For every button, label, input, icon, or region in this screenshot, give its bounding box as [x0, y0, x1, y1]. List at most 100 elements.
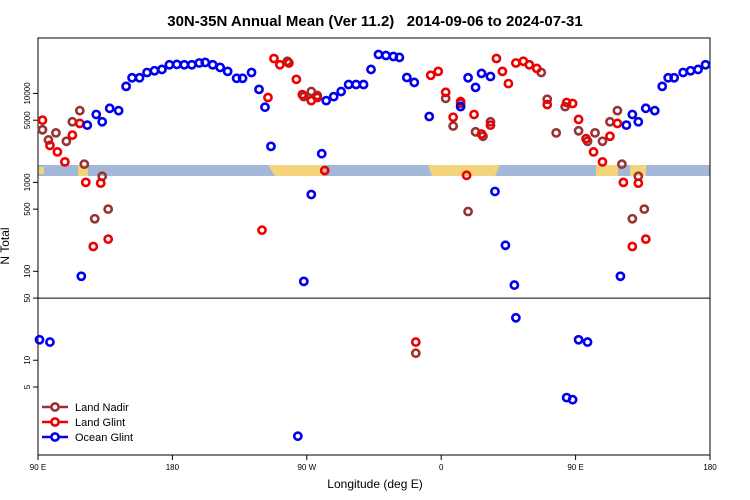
ocean-strip [38, 165, 710, 176]
point [440, 87, 451, 98]
point [490, 186, 500, 197]
point [104, 103, 115, 114]
point [612, 105, 623, 116]
point [283, 58, 294, 68]
point [657, 81, 668, 92]
series [37, 53, 651, 347]
legend-label: Land Glint [75, 417, 125, 429]
point [618, 177, 629, 188]
land-strip [268, 165, 325, 176]
point [260, 102, 270, 113]
point [410, 337, 421, 347]
point [455, 101, 466, 112]
point [59, 156, 70, 167]
point [237, 73, 248, 84]
point [551, 127, 562, 138]
point [246, 67, 257, 78]
x-tick-label: 180 [166, 463, 180, 472]
point [476, 129, 487, 139]
y-tick-label: 5000 [23, 111, 32, 129]
point [257, 225, 267, 236]
y-tick-label: 5 [23, 384, 32, 389]
point [627, 241, 638, 252]
point [693, 64, 703, 75]
point [612, 118, 623, 129]
legend-marker [50, 417, 60, 427]
land-strip [38, 167, 44, 174]
point [597, 136, 608, 147]
x-tick-label: 0 [439, 463, 444, 472]
point [312, 92, 323, 103]
point [319, 165, 330, 176]
point [103, 204, 114, 215]
point [485, 120, 496, 131]
point [215, 62, 226, 73]
point [222, 66, 233, 77]
point [567, 394, 578, 405]
legend: Land Nadir Land Glint Ocean Glint [42, 402, 133, 444]
point [51, 127, 61, 138]
point [45, 337, 55, 347]
point [291, 74, 302, 85]
series [34, 49, 711, 442]
point [469, 109, 479, 120]
point [503, 78, 514, 89]
point [491, 53, 502, 64]
point [433, 66, 444, 77]
point [121, 81, 132, 92]
point [80, 177, 91, 188]
point [497, 66, 508, 77]
point [97, 116, 108, 127]
point [627, 213, 638, 224]
point [470, 82, 481, 93]
point [485, 71, 496, 82]
point [615, 271, 626, 282]
point [424, 111, 435, 122]
point [401, 72, 412, 83]
y-tick-label: 100 [23, 264, 32, 278]
point [74, 105, 85, 116]
point [409, 77, 420, 88]
chart-title: 30N-35N Annual Mean (Ver 11.2) 2014-09-0… [167, 13, 582, 30]
y-tick-label: 50 [23, 293, 32, 302]
point [573, 125, 584, 136]
point [640, 234, 651, 245]
point [588, 147, 599, 157]
legend-label: Land Nadir [75, 402, 129, 414]
point [627, 109, 638, 120]
point [358, 79, 369, 90]
land-strip [630, 165, 646, 176]
point [573, 334, 584, 345]
point [633, 116, 644, 127]
point [328, 91, 339, 102]
point [157, 64, 167, 75]
point [463, 206, 473, 217]
point [463, 72, 473, 83]
point [113, 105, 124, 116]
point [275, 59, 285, 70]
point [640, 103, 651, 114]
point [567, 98, 578, 109]
point [95, 178, 106, 189]
point [573, 114, 584, 125]
point [263, 92, 273, 103]
point [448, 112, 459, 123]
point [639, 204, 650, 215]
point [461, 170, 472, 181]
point [542, 99, 553, 110]
y-tick-label: 500 [23, 202, 32, 216]
point [37, 115, 48, 126]
point [531, 63, 542, 74]
point [61, 136, 72, 147]
point [76, 271, 87, 282]
land-strip [78, 165, 88, 176]
point [425, 70, 436, 81]
point [89, 213, 100, 224]
land-strip [428, 165, 500, 176]
point [581, 133, 591, 144]
point [292, 431, 303, 442]
point [254, 84, 264, 95]
point [524, 59, 535, 70]
y-axis-label: N Total [0, 227, 12, 264]
point [621, 120, 632, 131]
